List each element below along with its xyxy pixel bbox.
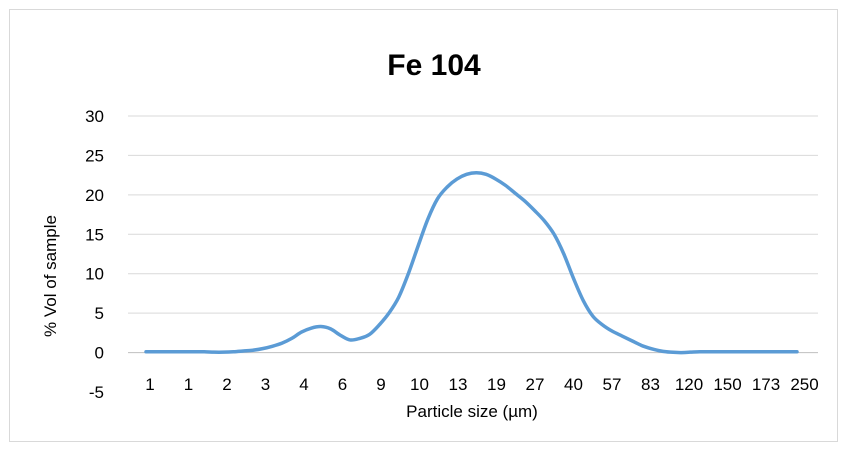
x-tick-label: 27 <box>526 375 545 394</box>
x-tick-label: 1 <box>145 375 154 394</box>
chart-title: Fe 104 <box>387 49 481 82</box>
x-tick-label: 150 <box>713 375 741 394</box>
y-tick-label: 5 <box>95 304 104 323</box>
y-tick-label: 20 <box>85 186 104 205</box>
x-axis-ticks: 1 1 2 3 4 6 9 10 13 19 27 40 57 83 120 150 173 250 <box>145 375 818 394</box>
x-tick-label: 13 <box>449 375 468 394</box>
x-tick-label: 40 <box>564 375 583 394</box>
x-tick-label: 6 <box>338 375 347 394</box>
series-group <box>144 171 799 355</box>
x-tick-label: 2 <box>222 375 231 394</box>
y-axis-title: % Vol of sample <box>41 215 60 337</box>
x-tick-label: 4 <box>299 375 308 394</box>
x-tick-label: 9 <box>376 375 385 394</box>
x-tick-label: 3 <box>261 375 270 394</box>
x-tick-label: 250 <box>790 375 818 394</box>
y-tick-label: 0 <box>95 344 104 363</box>
x-tick-label: 173 <box>752 375 780 394</box>
y-axis-ticks: -5 0 5 10 15 20 25 30 <box>85 107 104 402</box>
x-tick-label: 19 <box>487 375 506 394</box>
x-tick-label: 120 <box>675 375 703 394</box>
gridlines <box>128 115 818 354</box>
x-tick-label: 83 <box>641 375 660 394</box>
chart-frame <box>9 9 838 442</box>
y-tick-label: 15 <box>85 225 104 244</box>
y-tick-label: 25 <box>85 146 104 165</box>
x-axis-title: Particle size (µm) <box>406 402 538 421</box>
y-tick-label: 10 <box>85 265 104 284</box>
x-tick-label: 1 <box>184 375 193 394</box>
y-tick-label: -5 <box>89 383 104 402</box>
y-tick-label: 30 <box>85 107 104 126</box>
series-line <box>144 171 799 355</box>
x-tick-label: 10 <box>410 375 429 394</box>
x-tick-label: 57 <box>603 375 622 394</box>
